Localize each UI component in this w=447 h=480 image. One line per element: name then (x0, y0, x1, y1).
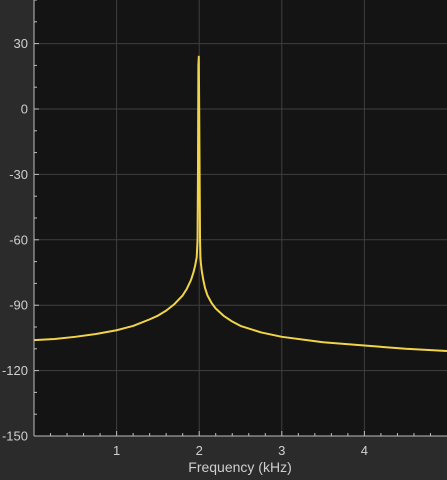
series-layer (33, 55, 447, 352)
y-tick-label: -120 (2, 363, 28, 378)
x-axis-label: Frequency (kHz) (188, 459, 291, 475)
y-tick-label: -30 (9, 167, 28, 182)
x-tick-label: 3 (278, 443, 285, 458)
y-tick-labels: 30 0 -30 -60 -90 -120 -150 (2, 36, 28, 443)
y-tick-label: 30 (14, 36, 28, 51)
plot-area (34, 0, 447, 436)
y-tick-label: -90 (9, 298, 28, 313)
y-tick-label: -60 (9, 232, 28, 247)
y-tick-label: -150 (2, 429, 28, 444)
x-tick-label: 4 (361, 443, 368, 458)
x-tick-label: 2 (196, 443, 203, 458)
x-tick-labels: 1 2 3 4 (113, 443, 368, 458)
y-tick-label: 0 (21, 102, 28, 117)
x-tick-label: 1 (113, 443, 120, 458)
series-line (33, 55, 447, 352)
